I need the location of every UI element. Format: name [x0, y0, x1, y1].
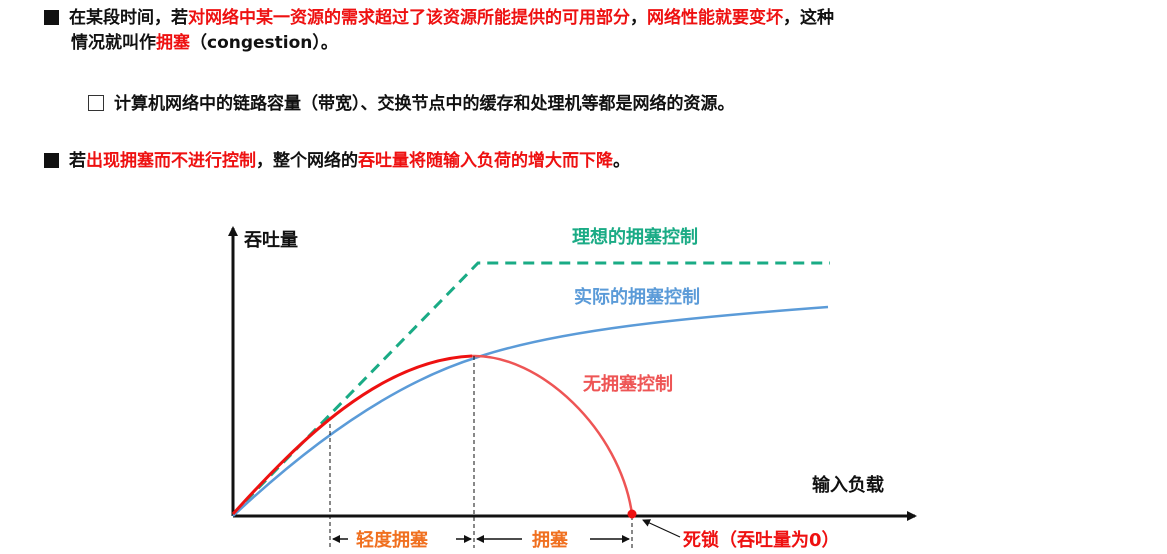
text-segment: 若 — [69, 151, 86, 171]
highlight-performance-degrades: 网络性能就要变坏 — [647, 8, 783, 28]
text-segment: ，整个网络的 — [256, 151, 358, 171]
highlight-throughput-drops: 吞吐量将随输入负荷的增大而下降 — [358, 151, 613, 171]
light-congestion-label: 轻度拥塞 — [356, 529, 429, 551]
congestion-label: 拥塞 — [532, 529, 569, 551]
text-segment: 。 — [613, 151, 630, 171]
no-control-curve-rise — [231, 354, 473, 516]
no-control-statement: 若出现拥塞而不进行控制，整个网络的吞吐量将随输入负荷的增大而下降。 — [44, 149, 630, 174]
no-control-label: 无拥塞控制 — [583, 373, 673, 395]
network-resources-note: 计算机网络中的链路容量（带宽）、交换节点中的缓存和处理机等都是网络的资源。 — [88, 92, 735, 117]
text-segment: （congestion）。 — [190, 33, 338, 53]
actual-control-curve — [232, 305, 829, 517]
text-segment: 在某段时间，若 — [69, 8, 188, 28]
ideal-control-label: 理想的拥塞控制 — [572, 226, 698, 248]
deadlock-point — [627, 509, 637, 519]
deadlock-pointer-arrow — [642, 519, 681, 538]
highlight-no-control: 出现拥塞而不进行控制 — [86, 151, 256, 171]
x-axis-label: 输入负载 — [812, 474, 884, 496]
y-axis-label: 吞吐量 — [244, 229, 298, 251]
bullet-hollow-square-icon — [88, 95, 104, 111]
no-control-curve-fall — [471, 354, 634, 515]
ideal-control-curve — [231, 261, 830, 516]
highlight-congestion-term: 拥塞 — [156, 33, 190, 53]
highlight-demand-exceeds: 对网络中某一资源的需求超过了该资源所能提供的可用部分 — [188, 8, 630, 28]
text-segment: 情况就叫作 — [71, 33, 156, 53]
bullet-square-icon — [44, 153, 59, 168]
text-segment: ，这种 — [783, 8, 834, 28]
congestion-definition: 在某段时间，若对网络中某一资源的需求超过了该资源所能提供的可用部分，网络性能就要… — [44, 6, 1154, 56]
text-segment: ， — [630, 8, 647, 28]
actual-control-label: 实际的拥塞控制 — [574, 286, 700, 308]
bullet-square-icon — [44, 10, 59, 25]
deadlock-label: 死锁（吞吐量为0） — [683, 529, 840, 551]
resources-text: 计算机网络中的链路容量（带宽）、交换节点中的缓存和处理机等都是网络的资源。 — [114, 94, 735, 114]
